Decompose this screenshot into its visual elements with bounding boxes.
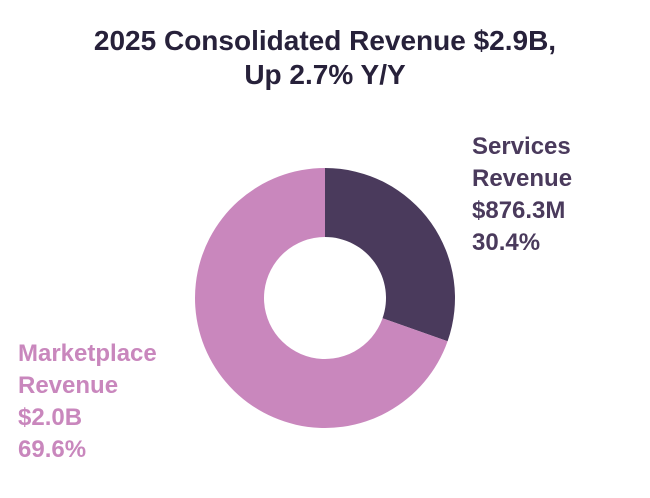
services-value: $876.3M — [472, 197, 566, 224]
services-label-line-2: Revenue — [472, 165, 573, 192]
marketplace-revenue-label: Marketplace Revenue $2.0B 69.6% — [18, 338, 157, 466]
chart-title-line-1: 2025 Consolidated Revenue $2.9B, — [93, 25, 557, 56]
marketplace-value: $2.0B — [18, 404, 83, 431]
chart-title: 2025 Consolidated Revenue $2.9B, Up 2.7%… — [0, 24, 650, 92]
slice-marketplace-revenue — [194, 168, 448, 428]
services-label-line-1: Services — [472, 133, 571, 160]
services-revenue-label: Services Revenue $876.3M 30.4% — [472, 131, 572, 259]
services-percent: 30.4% — [472, 229, 541, 256]
chart-title-line-2: Up 2.7% Y/Y — [244, 59, 406, 90]
marketplace-percent: 69.6% — [18, 436, 87, 463]
marketplace-label-line-1: Marketplace — [18, 340, 157, 367]
marketplace-label-line-2: Revenue — [18, 372, 119, 399]
slice-services-revenue — [325, 168, 456, 342]
